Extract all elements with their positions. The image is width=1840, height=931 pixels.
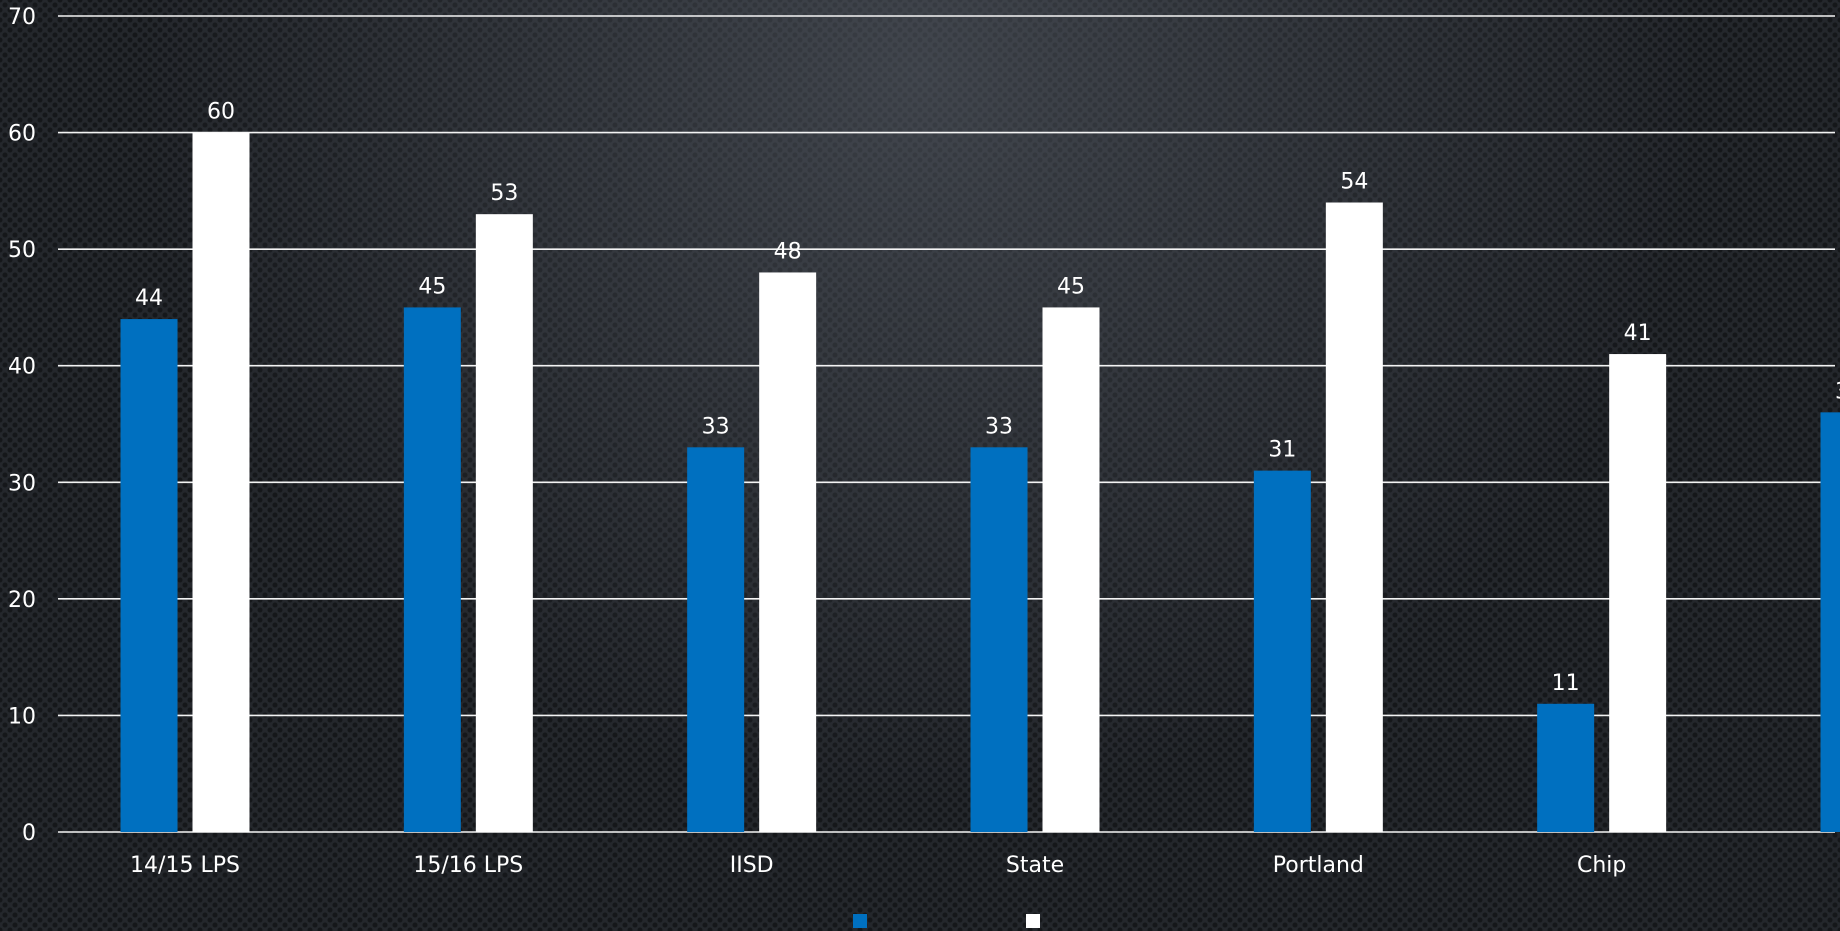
y-tick-label: 0 [22, 821, 36, 846]
x-tick-label: 14/15 LPS [130, 853, 240, 878]
legend [853, 914, 1040, 928]
bar-1-5 [1537, 703, 1595, 832]
data-label: 54 [1340, 170, 1368, 195]
data-label: 44 [135, 286, 163, 311]
bar-2-5 [1609, 354, 1667, 832]
data-label: 41 [1624, 321, 1652, 346]
bar-2-2 [759, 272, 817, 832]
data-labels: 4460455333483345315411413639 [135, 100, 1840, 696]
x-tick-label: Chip [1577, 853, 1626, 878]
data-label: 11 [1552, 671, 1580, 696]
bar-2-4 [1325, 202, 1383, 832]
bar-2-3 [1042, 307, 1100, 832]
y-tick-label: 10 [8, 704, 36, 729]
data-label: 48 [774, 239, 802, 264]
data-label: 36 [1835, 379, 1840, 404]
data-label: 60 [207, 100, 235, 125]
y-tick-label: 60 [8, 122, 36, 147]
x-tick-label: Portland [1273, 853, 1364, 878]
data-label: 45 [1057, 274, 1085, 299]
data-label: 53 [490, 181, 518, 206]
bars [120, 132, 1840, 833]
bar-1-1 [403, 307, 461, 832]
bar-2-0 [192, 132, 250, 833]
bar-1-6 [1820, 412, 1840, 832]
bar-2-1 [475, 214, 533, 832]
x-tick-label: 15/16 LPS [413, 853, 523, 878]
y-tick-label: 30 [8, 471, 36, 496]
bar-1-0 [120, 319, 178, 833]
bar-1-2 [687, 447, 745, 832]
data-label: 45 [418, 274, 446, 299]
data-label: 33 [702, 414, 730, 439]
bar-1-4 [1253, 470, 1311, 832]
y-tick-label: 70 [8, 5, 36, 30]
data-label: 31 [1268, 438, 1296, 463]
legend-marker-2 [1026, 914, 1040, 928]
y-tick-label: 40 [8, 355, 36, 380]
y-tick-label: 50 [8, 238, 36, 263]
data-label: 33 [985, 414, 1013, 439]
x-tick-label: State [1006, 853, 1064, 878]
x-tick-label: IISD [730, 853, 774, 878]
y-axis-ticks: 0 10 20 30 40 50 60 70 [8, 5, 36, 846]
y-tick-label: 20 [8, 588, 36, 613]
legend-marker-1 [853, 914, 867, 928]
bar-1-3 [970, 447, 1028, 832]
gridlines [58, 15, 1835, 833]
